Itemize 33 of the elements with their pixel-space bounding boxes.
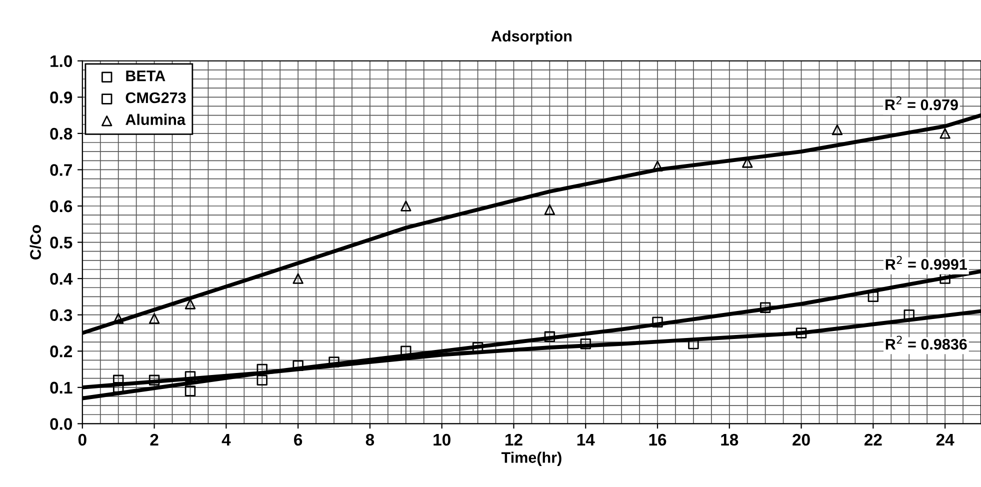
x-axis-title: Time(hr) <box>501 452 562 466</box>
x-tick-label: 24 <box>936 434 954 446</box>
annotation: R$^{2}$ = 0.9991 <box>886 256 967 270</box>
x-tick-label: 20 <box>792 434 810 446</box>
x-tick-label: 22 <box>864 434 882 446</box>
y-tick-label: 0.3 <box>50 309 72 322</box>
y-tick-label: 0.8 <box>50 128 72 140</box>
x-tick-label: 2 <box>150 434 158 446</box>
x-tick-label: 6 <box>294 434 302 446</box>
y-tick-label: 0.4 <box>50 272 73 285</box>
y-tick-label: 1.0 <box>50 55 72 68</box>
x-tick-label: 10 <box>434 434 450 446</box>
y-tick-label: 0.0 <box>50 418 72 430</box>
legend-label: Alumina <box>126 114 186 126</box>
x-tick-label: 14 <box>577 434 595 446</box>
x-tick-label: 18 <box>721 434 738 446</box>
y-tick-label: 0.6 <box>50 200 72 212</box>
chart-title: Adsorption <box>491 30 572 45</box>
x-tick-label: 12 <box>506 434 522 446</box>
y-tick-label: 0.5 <box>50 236 72 248</box>
legend-label: CMG273 <box>126 92 186 104</box>
y-tick-label: 0.1 <box>50 382 72 394</box>
y-tick-label: 0.9 <box>50 92 72 104</box>
y-tick-label: 0.2 <box>50 346 72 358</box>
y-axis-title: C/Co <box>30 225 42 260</box>
annotation: R$^{2}$ = 0.9836 <box>886 336 967 350</box>
y-tick-label: 0.7 <box>50 164 72 176</box>
x-tick-label: 16 <box>649 434 666 446</box>
x-tick-label: 0 <box>78 434 86 446</box>
annotation: R$^{2}$ = 0.979 <box>885 96 958 110</box>
x-tick-label: 4 <box>222 434 231 446</box>
x-tick-label: 8 <box>366 434 374 446</box>
legend-label: BETA <box>126 70 166 82</box>
